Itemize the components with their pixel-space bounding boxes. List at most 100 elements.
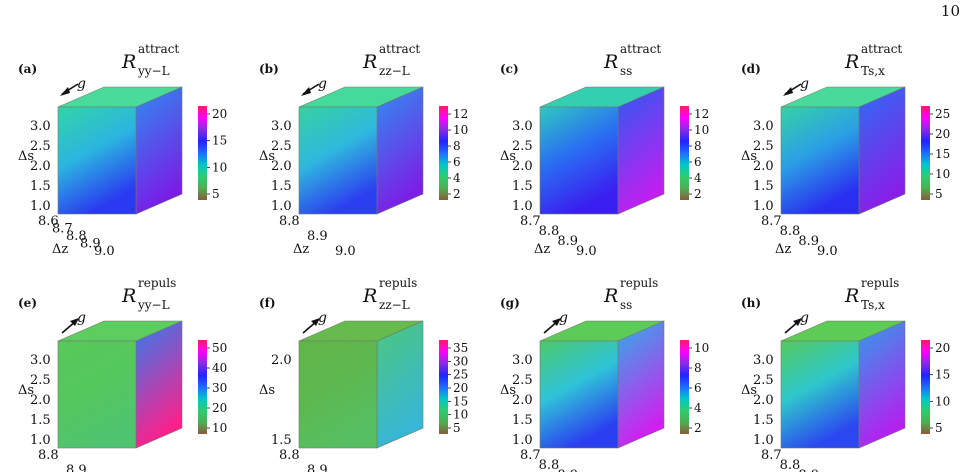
colorbar-tick-label: 6 bbox=[694, 155, 702, 169]
colorbar bbox=[921, 106, 930, 200]
title-subscript: yy−L bbox=[137, 298, 170, 312]
colorbar-tick-label: 30 bbox=[212, 381, 227, 395]
ds-axis-label: Δs bbox=[741, 149, 757, 164]
ds-axis-label: Δs bbox=[259, 383, 275, 398]
dz-tick-label: 8.8 bbox=[539, 458, 560, 472]
gravity-symbol: g bbox=[318, 76, 327, 92]
ds-tick-label: 2.0 bbox=[30, 159, 51, 174]
panel-title: R bbox=[603, 285, 618, 307]
colorbar-tick-label: 20 bbox=[212, 401, 227, 415]
dz-tick-label: 8.9 bbox=[798, 234, 819, 249]
dz-tick-label: 8.9 bbox=[307, 463, 328, 472]
panel-label: (h) bbox=[741, 296, 761, 310]
colorbar-tick-label: 4 bbox=[694, 171, 702, 185]
ds-tick-label: 1.0 bbox=[30, 433, 51, 448]
panel-label: (e) bbox=[18, 296, 37, 310]
cube-side-face bbox=[135, 86, 183, 215]
ds-axis-label: Δs bbox=[500, 383, 516, 398]
gravity-symbol: g bbox=[800, 76, 809, 92]
cube-front-face bbox=[780, 340, 860, 449]
ds-tick-label: 2.5 bbox=[512, 373, 533, 388]
ds-tick-label: 2.0 bbox=[271, 159, 292, 174]
colorbar-tick-label: 10 bbox=[935, 167, 950, 181]
dz-tick-label: 8.9 bbox=[66, 463, 87, 472]
title-superscript: attract bbox=[379, 42, 420, 56]
colorbar-tick-label: 40 bbox=[212, 361, 227, 375]
cube-side-face bbox=[858, 86, 906, 215]
cube-side-face bbox=[376, 320, 424, 449]
colorbar-tick-label: 10 bbox=[694, 123, 709, 137]
title-subscript: yy−L bbox=[137, 64, 170, 78]
title-subscript: Ts,x bbox=[861, 64, 885, 78]
ds-axis-label: Δs bbox=[500, 149, 516, 164]
gravity-arrowhead bbox=[311, 318, 320, 326]
colorbar bbox=[680, 340, 689, 434]
panel-label: (d) bbox=[741, 62, 761, 76]
ds-tick-label: 3.0 bbox=[30, 119, 51, 134]
title-superscript: repuls bbox=[861, 276, 899, 290]
gravity-symbol: g bbox=[800, 310, 809, 326]
colorbar-tick-label: 2 bbox=[694, 421, 702, 435]
ds-tick-label: 3.0 bbox=[30, 353, 51, 368]
ds-tick-label: 1.5 bbox=[753, 413, 774, 428]
panel-label: (b) bbox=[259, 62, 279, 76]
colorbar-tick-label: 5 bbox=[212, 187, 220, 201]
colorbar-tick-label: 10 bbox=[694, 341, 709, 355]
panel-title: R bbox=[121, 285, 136, 307]
dz-tick-label: 8.9 bbox=[80, 237, 101, 252]
colorbar-tick-label: 4 bbox=[694, 401, 702, 415]
cube-front-face bbox=[539, 106, 619, 215]
dz-tick-label: 8.6 bbox=[38, 214, 59, 229]
ds-tick-label: 3.0 bbox=[512, 353, 533, 368]
colorbar bbox=[439, 106, 448, 200]
title-superscript: attract bbox=[138, 42, 179, 56]
ds-tick-label: 2.5 bbox=[271, 139, 292, 154]
ds-tick-label: 2.0 bbox=[753, 393, 774, 408]
dz-tick-label: 8.7 bbox=[761, 214, 782, 229]
ds-tick-label: 1.0 bbox=[512, 199, 533, 214]
title-superscript: repuls bbox=[620, 276, 658, 290]
colorbar-tick-label: 10 bbox=[453, 408, 468, 422]
gravity-arrowhead bbox=[552, 318, 561, 326]
colorbar-tick-label: 50 bbox=[212, 341, 227, 355]
colorbar-tick-label: 5 bbox=[453, 421, 461, 435]
gravity-symbol: g bbox=[559, 310, 568, 326]
gravity-symbol: g bbox=[318, 310, 327, 326]
panel-title: R bbox=[362, 285, 377, 307]
dz-tick-label: 9.0 bbox=[335, 244, 356, 259]
colorbar-tick-label: 5 bbox=[935, 421, 943, 435]
cube-front-face bbox=[780, 106, 860, 215]
ds-tick-label: 2.5 bbox=[753, 139, 774, 154]
dz-tick-label: 9.0 bbox=[817, 244, 838, 259]
ds-axis-label: Δs bbox=[741, 383, 757, 398]
ds-tick-label: 3.0 bbox=[753, 353, 774, 368]
colorbar bbox=[198, 340, 207, 434]
gravity-arrowhead bbox=[793, 318, 802, 326]
dz-tick-label: 8.7 bbox=[520, 214, 541, 229]
gravity-symbol: g bbox=[77, 310, 86, 326]
colorbar-tick-label: 10 bbox=[212, 160, 227, 174]
dz-tick-label: 8.7 bbox=[520, 448, 541, 463]
dz-tick-label: 8.8 bbox=[279, 214, 300, 229]
panel-label: (g) bbox=[500, 296, 520, 310]
dz-tick-label: 8.7 bbox=[52, 222, 73, 237]
colorbar-tick-label: 20 bbox=[212, 107, 227, 121]
colorbar-tick-label: 4 bbox=[453, 171, 461, 185]
dz-tick-label: 8.8 bbox=[38, 448, 59, 463]
ds-tick-label: 1.5 bbox=[512, 179, 533, 194]
dz-axis-label: Δz bbox=[775, 242, 791, 257]
colorbar-tick-label: 15 bbox=[935, 368, 950, 382]
gravity-symbol: g bbox=[77, 76, 86, 92]
ds-tick-label: 2.0 bbox=[753, 159, 774, 174]
ds-tick-label: 1.0 bbox=[271, 199, 292, 214]
ds-axis-label: Δs bbox=[18, 383, 34, 398]
gravity-arrowhead bbox=[301, 87, 311, 96]
ds-tick-label: 1.5 bbox=[753, 179, 774, 194]
colorbar-tick-label: 12 bbox=[453, 107, 468, 121]
colorbar bbox=[921, 340, 930, 434]
panel-a: (a) Rattractyy−Lg3.02.52.01.51.0Δs8.68.78… bbox=[18, 42, 227, 259]
dz-tick-label: 8.8 bbox=[66, 229, 87, 244]
